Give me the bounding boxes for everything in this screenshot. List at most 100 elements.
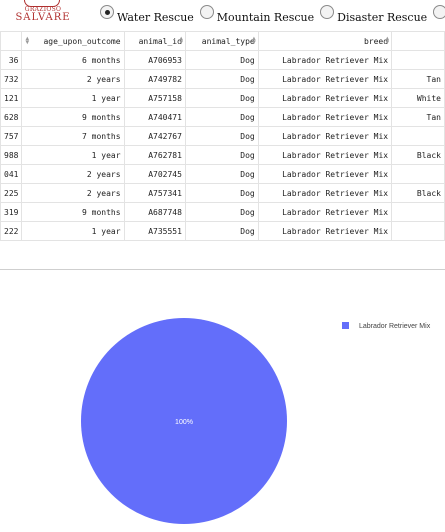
pie-slice-label: 100% xyxy=(175,419,193,426)
sort-icon[interactable]: ▲ ▼ xyxy=(25,35,30,46)
cell-animal-type[interactable]: Dog xyxy=(184,221,259,241)
cell-breed[interactable]: Labrador Retriever Mix xyxy=(257,145,393,165)
cell-age-upon-outcome[interactable]: 2 years xyxy=(21,69,125,89)
legend-label[interactable]: Labrador Retriever Mix xyxy=(359,323,431,330)
cell-index[interactable]: 732 xyxy=(0,69,23,89)
cell-age-upon-outcome[interactable]: 6 months xyxy=(21,50,125,70)
cell-color[interactable] xyxy=(391,221,445,241)
radio-disaster-rescue[interactable]: Disaster Rescue xyxy=(320,5,427,24)
sort-icon[interactable]: ▲ ▼ xyxy=(385,35,390,46)
cell-animal-type[interactable]: Dog xyxy=(184,145,259,165)
cell-breed[interactable]: Labrador Retriever Mix xyxy=(257,183,393,203)
column-header-animal-type[interactable]: animal_type ▲ ▼ xyxy=(184,31,259,51)
cell-color[interactable] xyxy=(391,50,445,70)
cell-age-upon-outcome[interactable]: 1 year xyxy=(21,221,125,241)
radio-button-checked[interactable] xyxy=(100,5,114,19)
cell-animal-type[interactable]: Dog xyxy=(184,183,259,203)
cell-index[interactable]: 121 xyxy=(0,88,23,108)
table-row[interactable]: 041 2 years A702745 Dog Labrador Retriever M… xyxy=(0,164,445,184)
cell-animal-id[interactable]: A742767 xyxy=(123,126,186,146)
pie-slice[interactable] xyxy=(81,318,287,524)
cell-animal-id[interactable]: A762781 xyxy=(123,145,186,165)
cell-animal-type[interactable]: Dog xyxy=(184,202,259,222)
cell-breed[interactable]: Labrador Retriever Mix xyxy=(257,126,393,146)
cell-color[interactable]: White xyxy=(391,88,445,108)
radio-button[interactable] xyxy=(199,5,214,19)
cell-animal-id[interactable]: A706953 xyxy=(123,50,186,70)
column-header-index[interactable] xyxy=(0,31,23,51)
cell-animal-id[interactable]: A687748 xyxy=(123,202,186,222)
table-row[interactable]: 222 1 year A735551 Dog Labrador Retriever Mi… xyxy=(0,221,445,241)
logo-text-small: GRAZIOSO xyxy=(24,6,62,13)
cell-breed[interactable]: Labrador Retriever Mix xyxy=(257,164,393,184)
table-row[interactable]: 628 9 months A740471 Dog Labrador Retriever … xyxy=(0,107,445,127)
cell-age-upon-outcome[interactable]: 2 years xyxy=(21,164,125,184)
cell-index[interactable]: 628 xyxy=(0,107,23,127)
column-header-color[interactable] xyxy=(391,31,445,51)
cell-age-upon-outcome[interactable]: 2 years xyxy=(21,183,125,203)
column-header-animal-id[interactable]: animal_id ▲ ▼ xyxy=(123,31,186,51)
cell-breed[interactable]: Labrador Retriever Mix xyxy=(257,88,393,108)
cell-animal-type[interactable]: Dog xyxy=(184,126,259,146)
cell-animal-type[interactable]: Dog xyxy=(184,88,259,108)
cell-breed[interactable]: Labrador Retriever Mix xyxy=(257,202,393,222)
table-row[interactable]: 757 7 months A742767 Dog Labrador Retriever … xyxy=(0,126,445,146)
cell-breed[interactable]: Labrador Retriever Mix xyxy=(257,221,393,241)
cell-color[interactable] xyxy=(391,126,445,146)
sort-icon[interactable]: ▲ ▼ xyxy=(252,35,256,46)
cell-animal-id[interactable]: A740471 xyxy=(123,107,186,127)
cell-index[interactable]: 225 xyxy=(0,183,23,203)
cell-index[interactable]: 757 xyxy=(0,126,23,146)
column-header-breed[interactable]: breed ▲ ▼ xyxy=(257,31,393,51)
cell-breed[interactable]: Labrador Retriever Mix xyxy=(257,107,393,127)
cell-index[interactable]: 041 xyxy=(0,164,23,184)
cell-age-upon-outcome[interactable]: 9 months xyxy=(21,202,125,222)
cell-color[interactable] xyxy=(391,202,445,222)
table-row[interactable]: 121 1 year A757158 Dog Labrador Retriever Mi… xyxy=(0,88,445,108)
cell-breed[interactable]: Labrador Retriever Mix xyxy=(257,69,393,89)
cell-animal-type[interactable]: Dog xyxy=(184,69,259,89)
cell-color[interactable] xyxy=(391,164,445,184)
cell-index[interactable]: 319 xyxy=(0,202,23,222)
cell-color[interactable]: Black xyxy=(391,145,445,165)
cell-index[interactable]: 988 xyxy=(0,145,23,165)
cell-age-upon-outcome[interactable]: 1 year xyxy=(21,145,125,165)
legend-swatch[interactable] xyxy=(342,322,349,329)
cell-breed[interactable]: Labrador Retriever Mix xyxy=(257,50,393,70)
radio-label: Water Rescue xyxy=(117,10,194,24)
table-row[interactable]: 36 6 months A706953 Dog Labrador Retriever M… xyxy=(0,50,445,70)
sort-icon[interactable]: ▲ ▼ xyxy=(179,35,183,46)
cell-animal-id[interactable]: A735551 xyxy=(123,221,186,241)
cell-color[interactable]: Black xyxy=(391,183,445,203)
table-row[interactable]: 988 1 year A762781 Dog Labrador Retriever Mi… xyxy=(0,145,445,165)
radio-mountain-rescue[interactable]: Mountain Rescue xyxy=(199,5,315,24)
radio-button[interactable] xyxy=(320,5,335,19)
table-header-row: ▲ ▼ age_upon_outcome animal_id ▲ ▼ animal_ty… xyxy=(0,31,445,51)
radio-water-rescue[interactable]: Water Rescue xyxy=(100,5,194,24)
cell-index[interactable]: 222 xyxy=(0,221,23,241)
cell-animal-type[interactable]: Dog xyxy=(184,107,259,127)
breed-pie-chart[interactable]: 100% Labrador Retriever Mix xyxy=(0,280,445,532)
cell-animal-id[interactable]: A702745 xyxy=(123,164,186,184)
cell-age-upon-outcome[interactable]: 9 months xyxy=(21,107,125,127)
cell-color[interactable]: Tan xyxy=(391,69,445,89)
table-row[interactable]: 732 2 years A749782 Dog Labrador Retriever M… xyxy=(0,69,445,89)
cell-age-upon-outcome[interactable]: 7 months xyxy=(21,126,125,146)
data-table-container[interactable]: ▲ ▼ age_upon_outcome animal_id ▲ ▼ animal_ty… xyxy=(0,31,445,252)
cell-animal-id[interactable]: A749782 xyxy=(123,69,186,89)
cell-animal-id[interactable]: A757158 xyxy=(123,88,186,108)
table-row[interactable]: 225 2 years A757341 Dog Labrador Retriever M… xyxy=(0,183,445,203)
cell-color[interactable]: Tan xyxy=(391,107,445,127)
radio-reset[interactable]: R xyxy=(433,5,445,22)
cell-age-upon-outcome[interactable]: 1 year xyxy=(21,88,125,108)
table-row[interactable]: 319 9 months A687748 Dog Labrador Retriever … xyxy=(0,202,445,222)
cell-animal-type[interactable]: Dog xyxy=(184,50,259,70)
cell-index[interactable]: 36 xyxy=(0,50,23,70)
radio-label: Mountain Rescue xyxy=(216,10,315,24)
radio-button[interactable] xyxy=(433,5,445,19)
data-table: ▲ ▼ age_upon_outcome animal_id ▲ ▼ animal_ty… xyxy=(0,31,445,241)
logo: GRAZIOSO SALVARE xyxy=(12,0,74,24)
cell-animal-id[interactable]: A757341 xyxy=(123,183,186,203)
column-header-age-upon-outcome[interactable]: ▲ ▼ age_upon_outcome xyxy=(21,31,125,51)
cell-animal-type[interactable]: Dog xyxy=(184,164,259,184)
